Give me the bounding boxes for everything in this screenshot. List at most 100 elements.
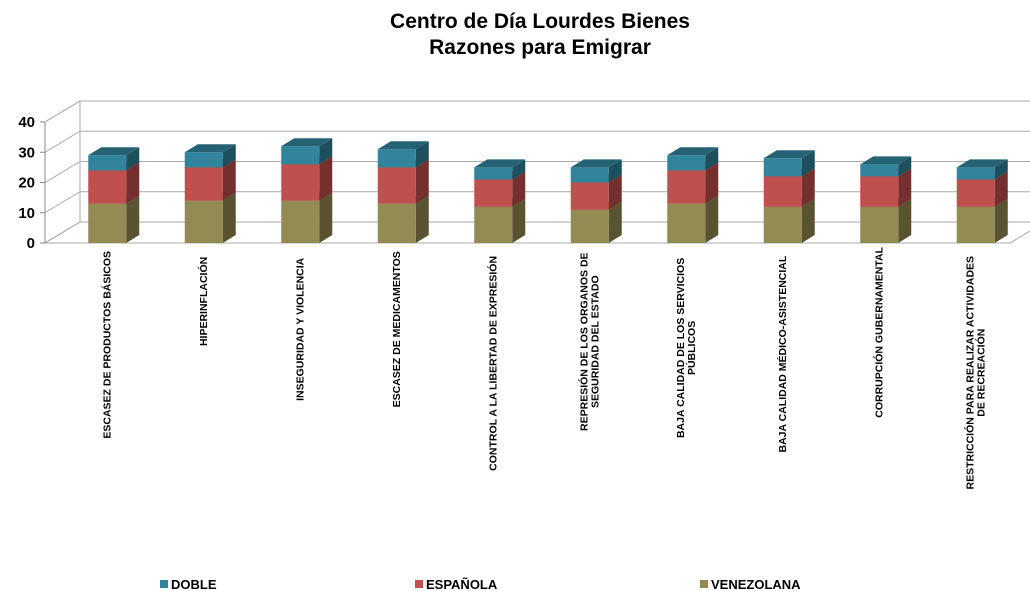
x-tick-label: BAJA CALIDAD MÉDICO-ASISTENCIAL	[776, 255, 789, 452]
x-tick-label: INSEGURIDAD Y VIOLENCIA	[294, 257, 306, 401]
bar-top	[377, 141, 429, 150]
bar	[956, 167, 995, 180]
bar-side	[801, 150, 815, 177]
bar	[860, 164, 899, 177]
bar	[667, 203, 706, 243]
bar-side	[898, 168, 912, 207]
bar-top	[667, 147, 719, 156]
legend-label: ESPAÑOLA	[426, 577, 498, 591]
bar	[88, 155, 127, 171]
label-line: BAJA CALIDAD DE LOS SERVICIOS	[675, 258, 687, 438]
bar-side	[512, 171, 526, 207]
label-line: DE RECREACIÓN	[974, 329, 987, 417]
y-tick-label: 20	[18, 175, 35, 192]
bar-side	[705, 162, 719, 204]
y-tick-label: 0	[27, 235, 35, 252]
label-line: BAJA CALIDAD MÉDICO-ASISTENCIAL	[776, 255, 789, 452]
bar	[281, 164, 320, 201]
grid-line	[44, 161, 1030, 183]
bar	[377, 203, 416, 243]
bar-side	[608, 159, 622, 183]
bar	[956, 179, 995, 207]
grid-line	[44, 221, 1030, 244]
bar-top	[88, 147, 140, 156]
label-line: SEGURIDAD DEL ESTADO	[589, 275, 601, 408]
label-line: CORRUPCIÓN GUBERNAMENTAL	[872, 246, 885, 417]
x-tick-label: ESCASEZ DE MEDICAMENTOS	[391, 251, 403, 407]
label-line: ESCASEZ DE MEDICAMENTOS	[391, 251, 403, 407]
x-tick-label: BAJA CALIDAD DE LOS SERVICIOSPÚBLICOS	[675, 258, 698, 438]
bar-side	[801, 198, 815, 243]
grid-line	[44, 130, 1030, 153]
x-tick-label: ESCASEZ DE PRODUCTOS BÁSICOS	[100, 251, 113, 439]
bar-top	[763, 150, 815, 159]
bar	[763, 206, 802, 243]
bar	[474, 179, 513, 207]
bar-side	[415, 141, 429, 168]
label-line: ESCASEZ DE PRODUCTOS BÁSICOS	[100, 251, 113, 439]
bar-side	[994, 171, 1008, 207]
bar	[88, 170, 127, 204]
label-line: INSEGURIDAD Y VIOLENCIA	[294, 257, 306, 401]
bar	[570, 182, 609, 210]
bar	[667, 170, 706, 204]
bar	[860, 206, 899, 243]
bar-side	[222, 159, 236, 201]
bar-side	[512, 198, 526, 243]
bar-side	[126, 195, 140, 243]
label-line: CONTROL A LA LIBERTAD DE EXPRESIÓN	[486, 256, 499, 471]
bar-side	[898, 156, 912, 177]
bar-side	[512, 159, 526, 180]
bar	[281, 146, 320, 165]
bar	[763, 176, 802, 207]
bar	[281, 200, 320, 243]
bar-top	[860, 156, 912, 165]
bar-side	[608, 201, 622, 243]
bar-side	[415, 195, 429, 243]
bar-side	[126, 162, 140, 204]
x-tick-label: CONTROL A LA LIBERTAD DE EXPRESIÓN	[486, 256, 499, 471]
bar-side	[319, 138, 333, 165]
bar-side	[898, 198, 912, 243]
bar	[377, 149, 416, 168]
bar-side	[222, 192, 236, 243]
bar	[763, 158, 802, 177]
bar-side	[801, 168, 815, 207]
label-line: PÚBLICOS	[685, 321, 698, 375]
bar-side	[994, 198, 1008, 243]
bar-top	[281, 138, 333, 147]
bar	[956, 206, 995, 243]
chart-title: Centro de Día Lourdes Bienes	[390, 10, 690, 33]
bar-top	[474, 159, 526, 168]
bar-top	[570, 159, 622, 168]
bar	[88, 203, 127, 243]
bar-side	[705, 147, 719, 171]
bar-side	[319, 192, 333, 243]
bar-side	[222, 144, 236, 168]
bar	[377, 167, 416, 204]
bar-side	[319, 156, 333, 201]
bar-side	[126, 147, 140, 171]
bar	[184, 167, 223, 201]
x-tick-label: CORRUPCIÓN GUBERNAMENTAL	[872, 246, 885, 417]
bar-side	[415, 159, 429, 204]
bar	[474, 167, 513, 180]
label-line: HIPERINFLACIÓN	[197, 257, 210, 346]
x-tick-label: HIPERINFLACIÓN	[197, 257, 210, 346]
legend-swatch	[415, 580, 423, 588]
y-tick-label: 40	[18, 114, 35, 131]
legend-swatch	[700, 580, 708, 588]
legend-label: DOBLE	[171, 577, 217, 591]
legend-swatch	[160, 580, 168, 588]
bar-side	[994, 159, 1008, 180]
grid-line	[44, 191, 1030, 214]
y-tick-label: 10	[18, 205, 35, 222]
bar	[570, 167, 609, 183]
x-tick-label: REPRESIÓN DE LOS ORGANOS DESEGURIDAD DEL…	[577, 252, 601, 431]
bar-side	[608, 174, 622, 210]
legend-label: VENEZOLANA	[711, 577, 801, 591]
x-tick-label: RESTRICCIÓN PARA REALIZAR ACTIVIDADESDE …	[963, 256, 987, 490]
bar	[184, 152, 223, 168]
label-line: REPRESIÓN DE LOS ORGANOS DE	[577, 252, 590, 431]
